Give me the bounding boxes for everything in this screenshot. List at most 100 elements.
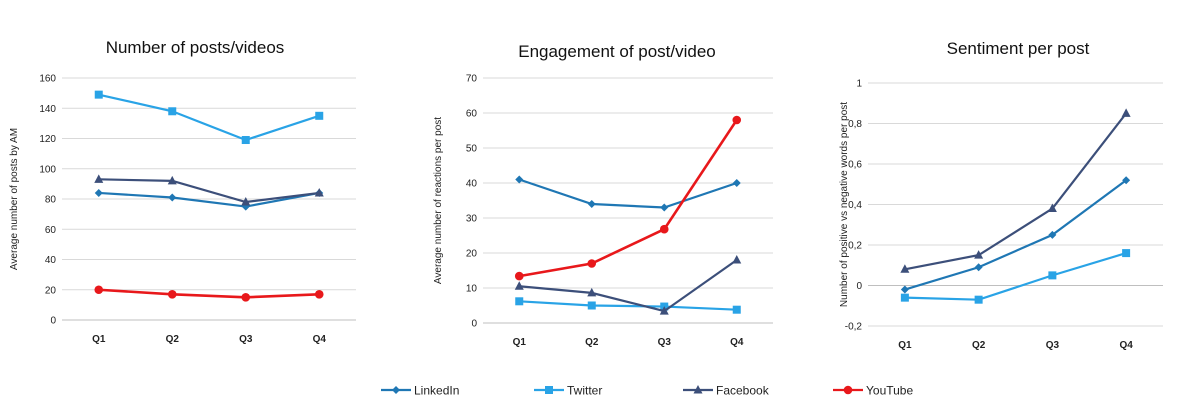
x-tick-label: Q1 xyxy=(898,340,912,351)
data-point xyxy=(515,175,524,184)
data-point xyxy=(1122,176,1131,185)
series-twitter xyxy=(515,297,741,314)
y-tick-label: 60 xyxy=(45,225,57,236)
data-point xyxy=(241,136,250,145)
x-tick-label: Q4 xyxy=(730,337,744,348)
data-point xyxy=(587,287,597,297)
data-point xyxy=(514,271,524,281)
data-point xyxy=(241,197,251,206)
chart-title: Sentiment per post xyxy=(947,39,1090,58)
y-tick-label: 0,8 xyxy=(848,119,862,130)
y-axis-label: Average number of posts by AM xyxy=(9,128,20,270)
y-tick-label: 20 xyxy=(466,249,478,260)
data-point xyxy=(732,179,741,187)
data-point xyxy=(1047,203,1057,213)
y-tick-label: 140 xyxy=(39,104,56,115)
series-linkedin xyxy=(515,175,741,212)
y-tick-label: 0 xyxy=(471,319,477,330)
y-tick-label: -0,2 xyxy=(845,322,863,333)
data-point xyxy=(732,115,742,125)
y-tick-label: 100 xyxy=(39,164,56,175)
y-tick-label: 0,6 xyxy=(848,160,862,171)
legend-marker xyxy=(843,385,853,395)
x-tick-label: Q1 xyxy=(92,334,106,345)
data-point xyxy=(900,293,909,302)
y-tick-label: 60 xyxy=(466,109,478,120)
data-point xyxy=(732,305,741,314)
data-point xyxy=(732,255,742,264)
legend-entry-linkedin: LinkedIn xyxy=(381,384,459,398)
y-tick-label: 0 xyxy=(50,316,56,327)
legend: LinkedIn Twitter Facebook YouTube xyxy=(381,384,913,398)
legend-label: Twitter xyxy=(567,384,602,398)
data-point xyxy=(94,285,104,295)
data-point xyxy=(167,289,177,299)
y-tick-label: 70 xyxy=(466,74,478,85)
y-tick-label: 0,4 xyxy=(848,200,862,211)
data-point xyxy=(1122,249,1131,258)
y-tick-label: 50 xyxy=(466,144,478,155)
y-tick-label: 0,2 xyxy=(848,241,862,252)
series-youtube xyxy=(514,115,742,281)
y-tick-label: 0 xyxy=(856,281,862,292)
y-tick-label: 40 xyxy=(45,255,57,266)
chart-3: Sentiment per post -0,2 0 0,2 0,4 0,6 0,8 1 Q1 Q2… xyxy=(839,39,1163,351)
series-line xyxy=(904,252,1127,301)
legend-entry-twitter: Twitter xyxy=(534,384,602,398)
series-line xyxy=(518,178,738,209)
legend-label: LinkedIn xyxy=(414,384,459,398)
data-point xyxy=(241,293,251,302)
series-linkedin xyxy=(900,176,1131,294)
data-point xyxy=(659,306,669,315)
y-tick-label: 30 xyxy=(466,214,478,225)
legend-label: Facebook xyxy=(716,384,770,398)
y-axis-label: Average number of reactions per post xyxy=(433,117,444,284)
y-tick-label: 80 xyxy=(45,195,57,206)
series-facebook xyxy=(514,255,742,315)
y-tick-label: 1 xyxy=(856,79,862,90)
x-tick-label: Q2 xyxy=(585,337,599,348)
series-line xyxy=(98,191,320,208)
series-line xyxy=(519,300,737,311)
data-point xyxy=(587,259,597,268)
legend-marker xyxy=(545,386,553,394)
y-tick-label: 10 xyxy=(466,284,478,295)
x-tick-label: Q3 xyxy=(239,334,253,345)
data-point xyxy=(974,250,984,259)
data-point xyxy=(168,193,177,202)
data-point xyxy=(94,90,103,99)
data-point xyxy=(587,301,596,310)
chart-2: Engagement of post/video 0 10 20 30 40 50 60 70 Q… xyxy=(433,42,773,348)
x-tick-label: Q4 xyxy=(1119,340,1133,351)
data-point xyxy=(1048,230,1057,239)
legend-marker xyxy=(392,386,400,394)
legend-label: YouTube xyxy=(866,384,913,398)
data-point xyxy=(514,281,524,290)
chart-title: Engagement of post/video xyxy=(518,42,716,61)
series-facebook xyxy=(94,174,324,206)
data-point xyxy=(315,111,324,120)
series-line xyxy=(98,178,320,204)
data-point xyxy=(314,289,324,299)
x-tick-label: Q3 xyxy=(658,337,672,348)
y-tick-label: 120 xyxy=(39,134,56,145)
y-axis-label: Number of positive vs negative words per… xyxy=(839,102,850,307)
data-point xyxy=(1121,108,1131,117)
data-point xyxy=(587,200,596,208)
series-line xyxy=(519,119,738,278)
series-line xyxy=(98,93,320,142)
series-line xyxy=(98,288,320,299)
x-tick-label: Q2 xyxy=(972,340,986,351)
x-tick-label: Q3 xyxy=(1046,340,1060,351)
legend-entry-youtube: YouTube xyxy=(833,384,913,398)
series-facebook xyxy=(900,108,1131,273)
chart-1: Number of posts/videos 0 20 40 60 80 100 120 140… xyxy=(9,38,356,345)
data-point xyxy=(900,285,909,294)
data-point xyxy=(660,203,669,212)
data-point xyxy=(168,107,177,116)
y-tick-label: 160 xyxy=(39,74,56,85)
y-tick-label: 40 xyxy=(466,179,478,190)
series-line xyxy=(519,259,738,313)
series-line xyxy=(904,112,1127,271)
data-point xyxy=(94,174,104,183)
